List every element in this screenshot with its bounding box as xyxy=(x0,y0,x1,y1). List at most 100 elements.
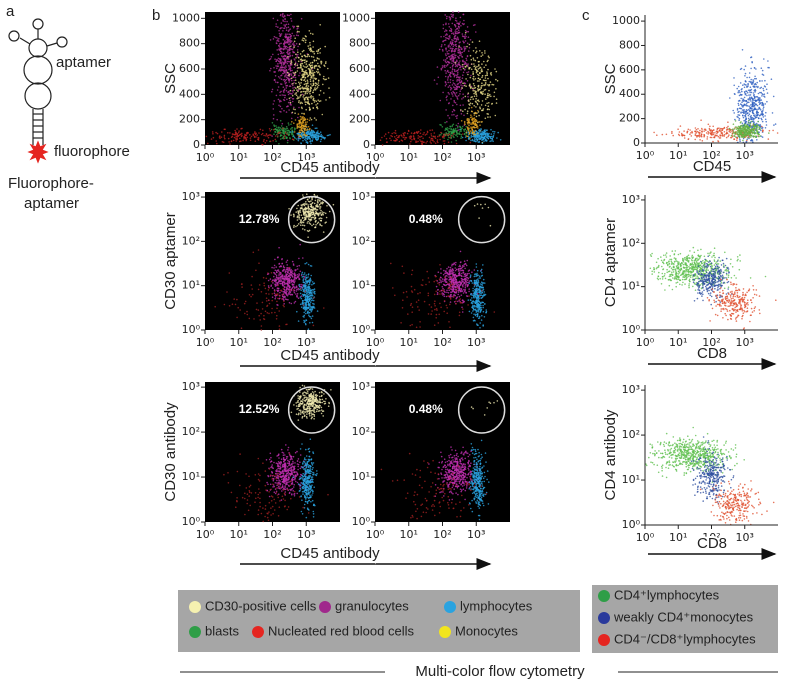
cell xyxy=(312,303,314,305)
cell xyxy=(483,311,485,313)
cell xyxy=(419,326,421,328)
cell xyxy=(314,215,316,217)
cell xyxy=(309,136,311,138)
cell xyxy=(474,284,476,286)
cell xyxy=(323,401,325,403)
cell xyxy=(293,107,295,109)
cell xyxy=(303,276,305,278)
cell xyxy=(420,129,422,131)
cell xyxy=(319,94,321,96)
cell xyxy=(456,31,458,33)
cell xyxy=(284,81,286,83)
cell xyxy=(316,204,318,206)
cell xyxy=(448,71,450,73)
cell xyxy=(307,204,309,206)
cell xyxy=(401,139,403,141)
cell xyxy=(455,17,457,19)
cell xyxy=(445,48,447,50)
cell xyxy=(474,85,476,87)
cell xyxy=(286,111,288,113)
cell xyxy=(483,134,485,136)
cell xyxy=(480,67,482,69)
cell xyxy=(451,133,453,135)
cell xyxy=(297,70,299,72)
cell xyxy=(478,101,480,103)
cell xyxy=(294,112,296,114)
cell xyxy=(306,93,308,95)
cell xyxy=(464,279,466,281)
cell xyxy=(452,32,454,34)
cell xyxy=(266,300,268,302)
cell xyxy=(451,71,453,73)
cell xyxy=(304,203,306,205)
cell xyxy=(486,103,488,105)
cell xyxy=(458,266,460,268)
cell xyxy=(289,269,291,271)
cell xyxy=(437,282,439,284)
cell xyxy=(303,87,305,89)
cell xyxy=(292,261,294,263)
cell xyxy=(446,312,448,314)
cell xyxy=(263,135,265,137)
cell xyxy=(446,65,448,67)
cell xyxy=(451,50,453,52)
cell xyxy=(314,117,316,119)
cell xyxy=(459,131,461,133)
cell xyxy=(290,63,292,65)
cell xyxy=(455,70,457,72)
cell xyxy=(276,276,278,278)
cell xyxy=(276,304,278,306)
cell xyxy=(470,87,472,89)
cell xyxy=(300,103,302,105)
cell xyxy=(305,297,307,299)
cell xyxy=(306,61,308,63)
cell xyxy=(283,86,285,88)
cell xyxy=(277,89,279,91)
cell xyxy=(258,249,260,251)
cell xyxy=(289,138,291,140)
cell xyxy=(472,288,474,290)
cell xyxy=(477,85,479,87)
cell xyxy=(315,137,317,139)
cell xyxy=(268,299,270,301)
cell xyxy=(277,65,279,67)
cell xyxy=(293,80,295,82)
cell xyxy=(279,68,281,70)
cell xyxy=(271,56,273,58)
cell xyxy=(278,280,280,282)
y-tick-label: 10⁰ xyxy=(352,323,371,336)
cell xyxy=(434,309,436,311)
cell xyxy=(475,94,477,96)
cell xyxy=(307,119,309,121)
cell xyxy=(484,303,486,305)
cell xyxy=(306,141,308,143)
cell xyxy=(299,96,301,98)
cell xyxy=(299,209,301,211)
cell xyxy=(298,123,300,125)
cell xyxy=(292,95,294,97)
cell xyxy=(305,123,307,125)
cell xyxy=(274,36,276,38)
cell xyxy=(471,294,473,296)
cell xyxy=(309,216,311,218)
y-tick-label: 200 xyxy=(179,113,200,126)
cell xyxy=(385,133,387,135)
cell xyxy=(474,68,476,70)
cell xyxy=(471,69,473,71)
cell xyxy=(295,119,297,121)
cell xyxy=(495,79,497,81)
cell xyxy=(426,271,428,273)
cell xyxy=(260,313,262,315)
cell xyxy=(478,297,480,299)
cell xyxy=(445,76,447,78)
cell xyxy=(271,272,273,274)
cell xyxy=(477,283,479,285)
cell xyxy=(469,47,471,49)
cell xyxy=(310,408,312,410)
cell xyxy=(444,31,446,33)
cell xyxy=(456,28,458,30)
cell xyxy=(496,98,498,100)
cell xyxy=(311,225,313,227)
cell xyxy=(316,60,318,62)
cell xyxy=(442,289,444,291)
